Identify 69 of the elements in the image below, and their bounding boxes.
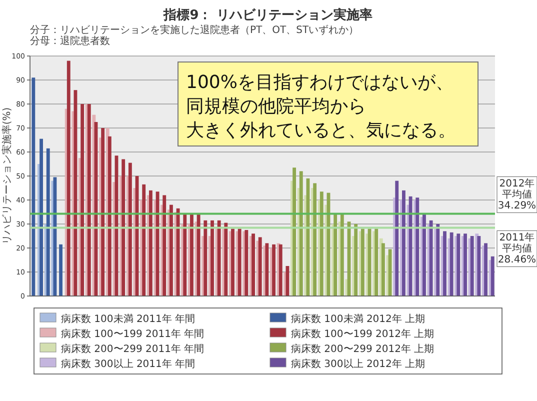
bar — [122, 159, 126, 296]
legend-label: 病床数 200〜299 2011年 年間 — [61, 343, 204, 355]
bar — [360, 228, 364, 296]
legend-label: 病床数 300以上 2011年 年間 — [61, 358, 196, 370]
bar — [484, 243, 488, 296]
annotation: 大きく外れていると、気になる。 — [186, 120, 456, 141]
bar — [80, 104, 84, 296]
legend-label: 病床数 100未満 2011年 年間 — [61, 313, 196, 325]
chart-title: 指標9： リハビリテーション実施率 — [162, 7, 372, 23]
bar — [320, 192, 324, 296]
bar — [32, 78, 36, 296]
bar — [224, 222, 228, 296]
bar — [66, 60, 70, 296]
bar — [238, 228, 242, 296]
bar — [374, 228, 378, 296]
bar — [429, 220, 433, 296]
bar — [402, 190, 406, 296]
bar — [422, 214, 426, 296]
bar — [395, 180, 399, 296]
bar — [436, 224, 440, 296]
bar — [101, 128, 105, 296]
bar — [450, 232, 454, 296]
legend-label: 病床数 300以上 2012年 上期 — [291, 358, 426, 370]
bar — [170, 204, 173, 296]
bar — [128, 162, 132, 296]
legend-label: 病床数 100〜199 2012年 上期 — [291, 328, 434, 340]
bar — [299, 171, 303, 296]
bar — [464, 234, 467, 296]
bar — [40, 138, 43, 296]
ref-line-label: 2011年平均値28.46% — [498, 232, 536, 266]
annotation: 同規模の他院平均から — [186, 96, 366, 117]
bar — [46, 148, 50, 296]
bar — [477, 236, 481, 296]
bar — [148, 190, 152, 296]
bar — [313, 183, 317, 296]
bar — [381, 243, 385, 296]
bar — [292, 168, 296, 296]
bar — [190, 214, 194, 296]
y-axis-title: リハビリテーション実施率(%) — [1, 107, 13, 245]
bar — [334, 213, 338, 296]
bar — [408, 196, 412, 296]
bar — [210, 220, 214, 296]
bar — [252, 234, 255, 296]
bar — [204, 220, 208, 296]
legend-label: 病床数 100〜199 2011年 年間 — [61, 328, 204, 340]
bar — [108, 136, 112, 296]
bar — [456, 234, 460, 296]
bar — [142, 184, 146, 296]
bar — [340, 214, 344, 296]
bar — [416, 198, 420, 296]
ref-line-label: 2012年平均値34.29% — [498, 178, 536, 212]
annotation: 100%を目指すわけではないが、 — [186, 72, 454, 93]
bar — [217, 220, 221, 296]
bar — [443, 231, 446, 296]
bar — [196, 214, 200, 296]
text: 分母：退院患者数 — [30, 35, 110, 47]
legend-label: 病床数 100未満 2012年 上期 — [291, 313, 426, 325]
bar — [176, 208, 180, 296]
bar — [162, 195, 166, 296]
bar — [59, 244, 62, 296]
bar — [265, 243, 269, 296]
bar — [231, 228, 234, 296]
bar — [354, 224, 358, 296]
bar — [183, 213, 187, 296]
bar — [258, 237, 262, 296]
text: 分子：リハビリテーションを実施した退院患者（PT、OT、STいずれか） — [30, 24, 359, 36]
legend-label: 病床数 200〜299 2012年 上期 — [291, 343, 434, 355]
bar — [272, 244, 276, 296]
bar — [490, 256, 494, 296]
